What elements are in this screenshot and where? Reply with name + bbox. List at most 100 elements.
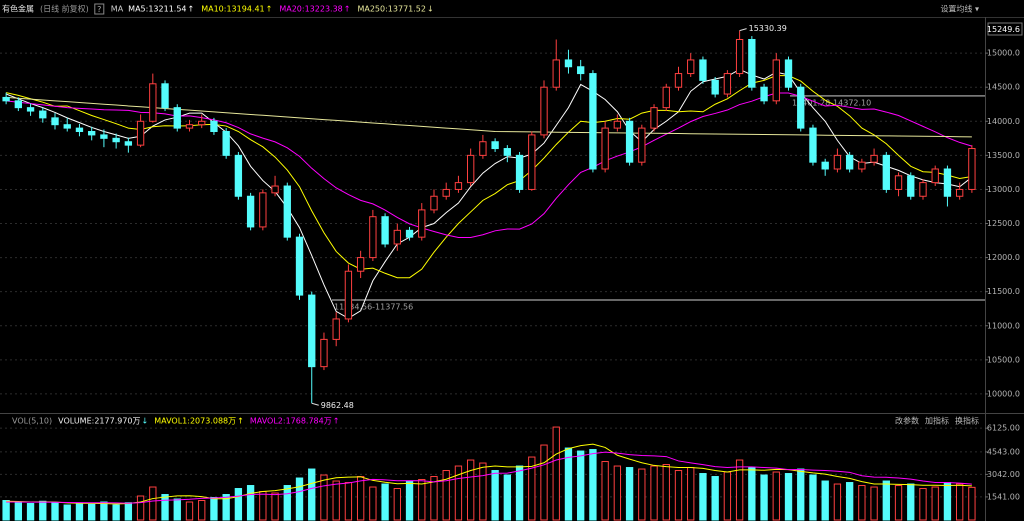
indicator-button[interactable]: 换指标 bbox=[955, 416, 979, 426]
candle-body bbox=[613, 120, 622, 129]
volume-bar bbox=[601, 461, 609, 521]
volume-bar bbox=[613, 465, 622, 521]
volume-ma-line bbox=[6, 451, 972, 504]
volume-bar bbox=[821, 480, 829, 521]
candle-body bbox=[760, 86, 768, 102]
volume-bar bbox=[75, 503, 84, 521]
volume-bar bbox=[51, 502, 59, 521]
candle-body bbox=[271, 185, 279, 194]
volume-bar bbox=[552, 426, 560, 521]
indicator-button[interactable]: 加指标 bbox=[925, 416, 949, 426]
volume-bar bbox=[760, 474, 768, 521]
volume-bar bbox=[797, 468, 805, 521]
candle-body bbox=[136, 120, 145, 146]
ma-line bbox=[5, 68, 973, 319]
candle-body bbox=[430, 195, 438, 211]
candle-body bbox=[540, 86, 548, 136]
candle-body bbox=[246, 195, 255, 228]
volume-bar bbox=[136, 495, 145, 521]
volume-bar bbox=[198, 500, 206, 521]
candle-body bbox=[356, 257, 365, 272]
candle-body bbox=[405, 229, 414, 238]
candle-body bbox=[124, 141, 133, 146]
volume-bar bbox=[210, 497, 218, 521]
candle-body bbox=[564, 59, 573, 68]
volume-bar bbox=[344, 482, 353, 521]
legend-trend: ↑ bbox=[188, 5, 195, 14]
candle-body bbox=[650, 107, 658, 129]
price-tag: 15249.6 bbox=[987, 25, 1020, 34]
candle-body bbox=[222, 131, 230, 156]
volume-bar bbox=[259, 491, 267, 521]
volume-bar bbox=[699, 473, 707, 521]
volume-bar bbox=[442, 470, 450, 521]
volume-bar bbox=[479, 462, 487, 521]
candle-body bbox=[63, 124, 71, 129]
volume-bar bbox=[515, 465, 524, 521]
candle-body bbox=[173, 107, 181, 129]
volume-bar bbox=[638, 468, 646, 521]
candle-body bbox=[259, 192, 267, 228]
period: (日线 前复权) bbox=[40, 4, 89, 14]
y-tick-label: 3042.00 bbox=[987, 470, 1020, 479]
y-tick-label: 4543.00 bbox=[987, 447, 1020, 456]
volume-bar bbox=[112, 504, 120, 521]
candle-body bbox=[662, 86, 670, 109]
volume-bar bbox=[540, 444, 548, 521]
candle-body bbox=[51, 117, 59, 126]
volume-bar bbox=[784, 473, 793, 521]
volume-bar bbox=[833, 483, 842, 521]
indicator-button[interactable]: 改参数 bbox=[895, 416, 919, 426]
candle-body bbox=[283, 185, 291, 238]
volume-bar bbox=[894, 485, 903, 521]
candle-body bbox=[907, 175, 915, 197]
volume-bar bbox=[430, 476, 438, 521]
volume-bar bbox=[418, 479, 426, 521]
volume-bar bbox=[405, 480, 414, 521]
y-tick-label: 11000.0 bbox=[987, 321, 1020, 330]
y-tick-label: 15000.0 bbox=[987, 49, 1020, 58]
volume-ma-line bbox=[6, 443, 972, 505]
candle-body bbox=[821, 161, 829, 170]
volume-bar bbox=[931, 486, 939, 521]
candle-body bbox=[88, 131, 96, 136]
candle-body bbox=[797, 86, 805, 129]
volume-bar bbox=[454, 465, 463, 521]
volume-bar bbox=[907, 483, 915, 521]
volume-bar bbox=[222, 494, 230, 521]
candle-body bbox=[491, 141, 499, 150]
ma-line bbox=[6, 92, 973, 238]
y-tick-label: 10500.0 bbox=[987, 355, 1020, 364]
candle-body bbox=[369, 216, 377, 259]
price-tag-box bbox=[987, 22, 1023, 36]
volume-bar bbox=[100, 501, 108, 521]
y-tick-label: 12500.0 bbox=[987, 219, 1020, 228]
help-box[interactable] bbox=[94, 3, 105, 15]
candle-body bbox=[381, 216, 389, 245]
candle-body bbox=[968, 148, 976, 190]
volume-bar bbox=[968, 486, 976, 521]
volume-bar bbox=[491, 470, 499, 521]
candle-body bbox=[919, 182, 927, 197]
legend-label: MAVOL1:2073.088万 bbox=[154, 417, 236, 426]
volume-bar bbox=[39, 500, 47, 521]
candle-body bbox=[26, 107, 35, 112]
ma-line bbox=[6, 75, 972, 279]
help-icon[interactable]: ? bbox=[97, 5, 101, 14]
candle-body bbox=[687, 59, 695, 75]
high-pointer bbox=[739, 28, 747, 32]
candle-body bbox=[589, 73, 597, 170]
y-tick-label: 12000.0 bbox=[987, 253, 1020, 262]
volume-bar bbox=[124, 502, 133, 521]
ma-settings[interactable]: 设置均线 ▾ bbox=[940, 4, 979, 14]
legend-trend: ↓ bbox=[427, 5, 434, 14]
volume-bar bbox=[320, 474, 328, 521]
volume-bar bbox=[674, 470, 683, 521]
volume-bar bbox=[711, 476, 719, 521]
volume-bar bbox=[332, 480, 340, 521]
volume-bar bbox=[271, 492, 279, 521]
candle-body bbox=[112, 137, 120, 143]
volume-bar bbox=[234, 488, 243, 521]
candle-body bbox=[418, 209, 426, 238]
